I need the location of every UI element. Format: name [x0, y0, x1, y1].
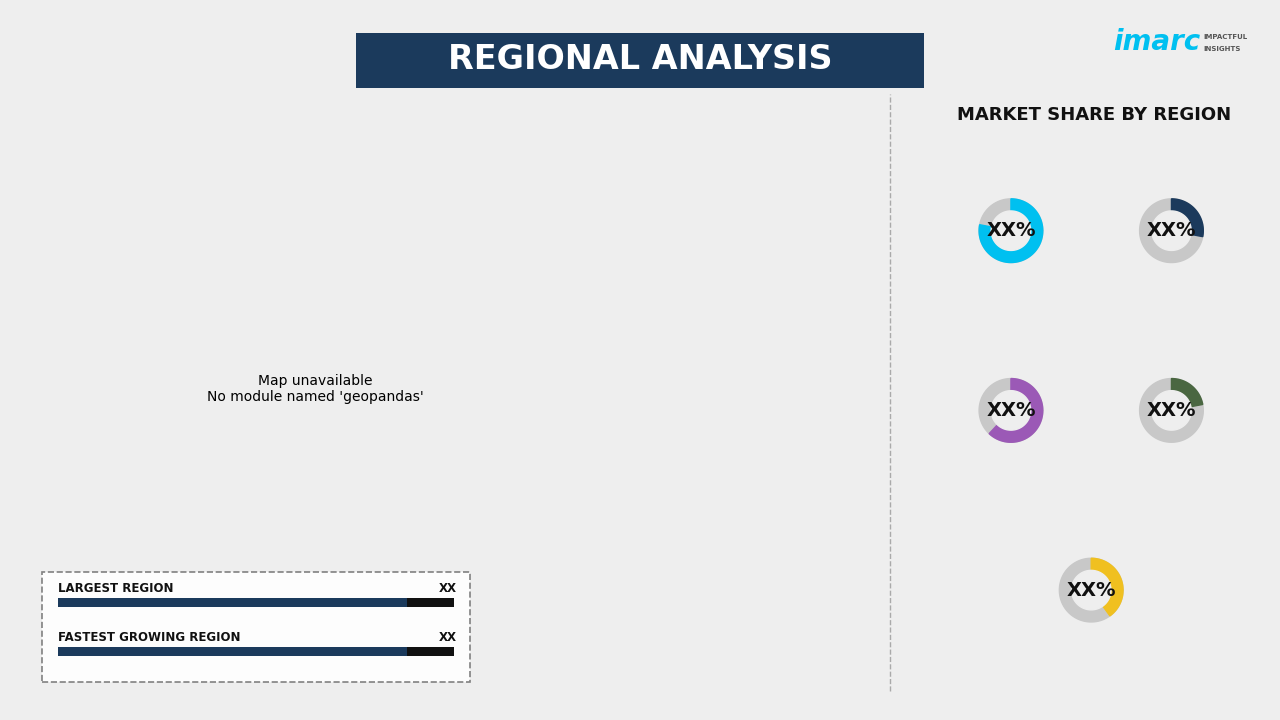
Text: IMPACTFUL: IMPACTFUL — [1203, 35, 1247, 40]
Polygon shape — [1139, 199, 1203, 263]
Polygon shape — [979, 199, 1043, 263]
Polygon shape — [1171, 199, 1203, 237]
FancyBboxPatch shape — [58, 598, 407, 607]
Polygon shape — [1139, 379, 1203, 442]
Text: MARKET SHARE BY REGION: MARKET SHARE BY REGION — [957, 107, 1231, 124]
FancyBboxPatch shape — [58, 647, 407, 656]
Polygon shape — [979, 379, 1043, 442]
FancyBboxPatch shape — [407, 647, 454, 656]
FancyBboxPatch shape — [407, 598, 454, 607]
Polygon shape — [991, 211, 1030, 251]
Text: Map unavailable
No module named 'geopandas': Map unavailable No module named 'geopand… — [207, 374, 424, 404]
Polygon shape — [979, 199, 1043, 263]
Polygon shape — [1152, 391, 1192, 430]
Text: XX: XX — [439, 631, 457, 644]
Polygon shape — [1171, 379, 1203, 407]
Text: XX%: XX% — [986, 401, 1036, 420]
Polygon shape — [991, 391, 1030, 430]
Text: REGIONAL ANALYSIS: REGIONAL ANALYSIS — [448, 43, 832, 76]
Polygon shape — [1060, 558, 1123, 622]
FancyBboxPatch shape — [42, 572, 470, 682]
Polygon shape — [1152, 211, 1192, 251]
Polygon shape — [989, 379, 1043, 442]
Polygon shape — [1071, 570, 1111, 610]
Text: FASTEST GROWING REGION: FASTEST GROWING REGION — [58, 631, 241, 644]
Text: XX: XX — [439, 582, 457, 595]
Text: XX%: XX% — [1147, 221, 1197, 240]
Text: XX%: XX% — [1066, 580, 1116, 600]
Text: INSIGHTS: INSIGHTS — [1203, 46, 1240, 52]
Text: XX%: XX% — [1147, 401, 1197, 420]
Text: imarc: imarc — [1114, 28, 1201, 55]
Text: LARGEST REGION: LARGEST REGION — [58, 582, 173, 595]
Text: XX%: XX% — [986, 221, 1036, 240]
FancyBboxPatch shape — [356, 33, 924, 88]
Polygon shape — [1091, 558, 1123, 616]
